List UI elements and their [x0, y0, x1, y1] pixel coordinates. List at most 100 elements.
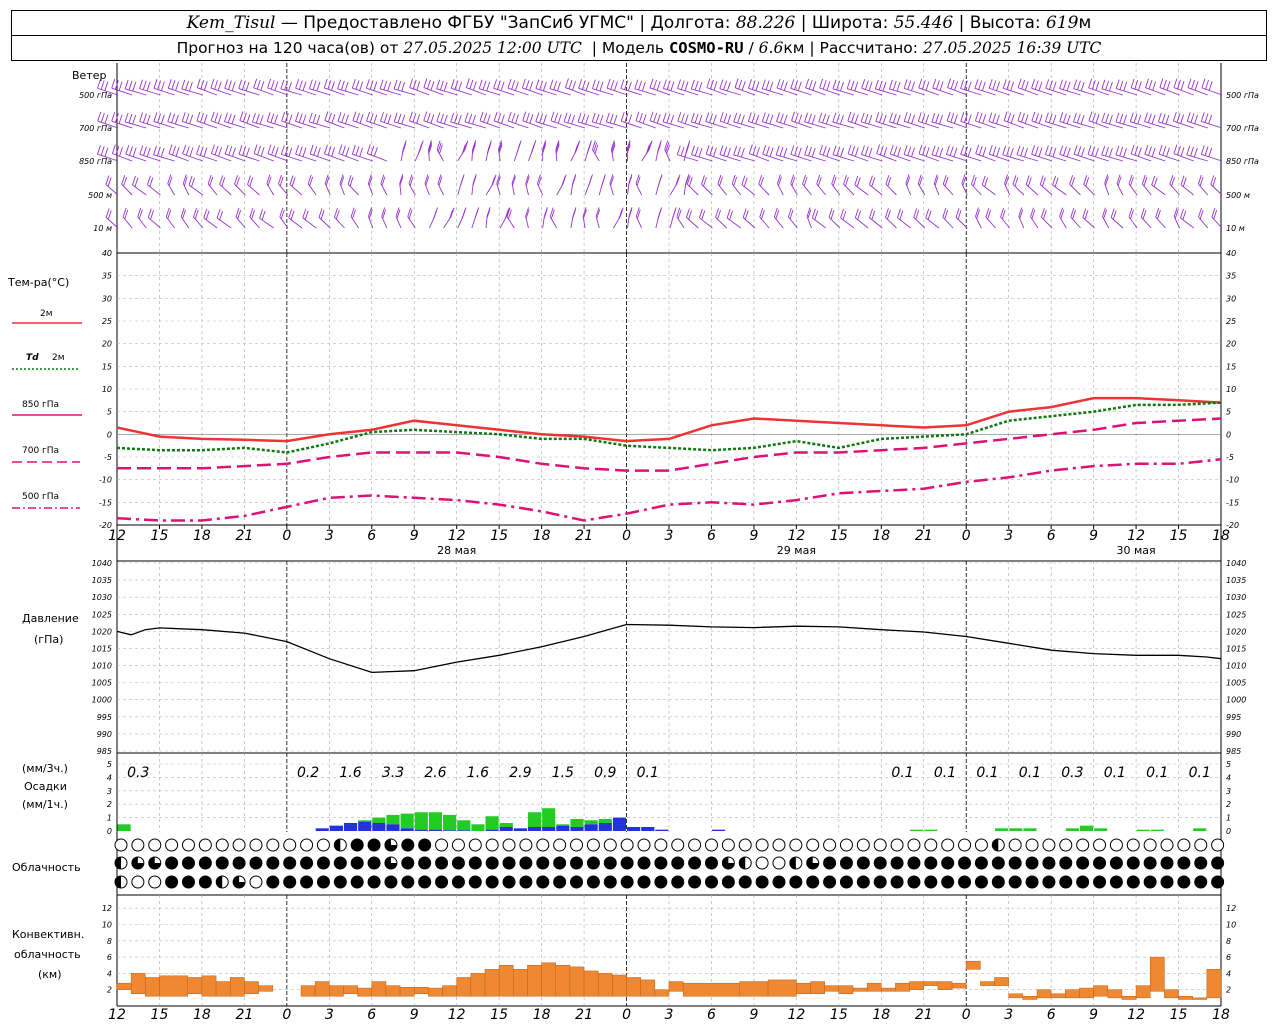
cloud-symbol	[283, 856, 297, 870]
time-tick-label-bottom: 3	[665, 1007, 674, 1023]
wind-barb-feather	[1016, 145, 1021, 155]
cloud-circle	[165, 856, 179, 870]
wind-barb-feather	[337, 79, 341, 89]
cloud-symbol	[823, 838, 837, 852]
wind-barb-feather	[1027, 177, 1032, 187]
cloud-circle	[1109, 838, 1123, 852]
wind-barb-feather	[196, 111, 201, 122]
cloud-three-quarter	[148, 857, 161, 870]
wind-barb-feather	[822, 113, 827, 124]
wind-barb-feather	[664, 140, 669, 150]
cloud-symbol	[924, 875, 938, 889]
wind-barb-feather	[765, 113, 770, 123]
wind-barb-feather	[381, 207, 386, 217]
wind-barb-feather	[280, 209, 285, 219]
wind-barb-feather	[1198, 207, 1202, 218]
wind-barb-feather	[153, 145, 157, 155]
cloud-symbol	[148, 856, 162, 870]
cloud-symbol	[1211, 838, 1225, 852]
wind-barb-staff	[606, 121, 628, 129]
wind-barb-staff	[592, 88, 614, 96]
cloud-symbol	[1177, 838, 1191, 852]
wind-barb-feather	[454, 80, 459, 90]
wind-barb-feather	[465, 78, 470, 88]
wind-barb-feather	[412, 79, 417, 90]
wind-barb-staff	[309, 121, 331, 129]
wind-barb-feather	[1180, 81, 1185, 91]
wind-barb-feather	[128, 80, 133, 91]
wind-barb-feather	[610, 176, 615, 186]
wind-barb-staff	[904, 120, 925, 129]
wind-barb-feather	[676, 207, 681, 217]
wind-barb-feather	[325, 176, 330, 186]
temp-tick-label: 10	[102, 385, 112, 394]
cloud-circle	[519, 875, 533, 889]
wind-barb-feather	[493, 111, 498, 122]
wind-barb-feather	[931, 112, 936, 123]
precip-bar-conv	[542, 808, 556, 827]
wind-barb-staff	[1186, 154, 1208, 162]
cloud-circle	[586, 838, 600, 852]
pressure-tick-label: 1015	[1226, 644, 1246, 653]
wind-barb-feather	[802, 174, 806, 185]
wind-barb-staff	[125, 153, 147, 162]
cloud-circle	[890, 856, 904, 870]
precip-3h-value: 0.1	[637, 765, 659, 781]
wind-barb-feather	[688, 177, 693, 187]
wind-barb-feather	[167, 112, 172, 122]
wind-barb-feather	[918, 78, 923, 89]
wind-barb-feather	[318, 208, 323, 218]
wind-barb-feather	[1063, 113, 1067, 123]
pressure-tick-label: 1030	[92, 593, 112, 602]
wind-barb-staff	[832, 154, 855, 162]
wind-barb-staff	[549, 88, 572, 96]
wind-barb-feather	[1031, 111, 1036, 122]
wind-barb-feather	[595, 80, 600, 90]
conv-cloud-bar	[1121, 995, 1137, 1000]
wind-barb-feather	[425, 176, 430, 186]
wind-barb-feather	[537, 174, 541, 184]
wind-barb-staff	[216, 217, 232, 229]
wind-barb-feather	[472, 142, 476, 152]
cloud-symbol	[165, 838, 179, 852]
wind-barb-feather	[967, 114, 972, 124]
wind-barb-feather	[492, 174, 497, 184]
wind-barb-feather	[1095, 147, 1099, 157]
wind-barb-feather	[1077, 80, 1081, 90]
conv-tick-label: 6	[107, 953, 112, 962]
cloud-circle	[1194, 838, 1208, 852]
wind-barb-feather	[138, 209, 143, 220]
altitude-unit: м	[1078, 13, 1092, 33]
wind-barb-feather	[804, 112, 809, 122]
wind-barb-feather	[1059, 79, 1063, 89]
precip-3h-value: 0.2	[297, 765, 319, 781]
cloud-circle	[603, 856, 617, 870]
wind-barb-staff	[147, 184, 161, 196]
latitude-value: 55.446	[893, 13, 954, 33]
cloud-circle	[789, 875, 803, 889]
cloud-circle	[1042, 856, 1056, 870]
wind-barb-feather	[1141, 174, 1146, 185]
cloud-symbol	[1076, 875, 1090, 889]
precip-tick-label: 4	[107, 773, 112, 782]
cloud-circle	[181, 875, 195, 889]
wind-barb-feather	[266, 174, 271, 184]
wind-barb-feather	[628, 209, 633, 219]
wind-barb-feather	[428, 140, 432, 150]
wind-barb-feather	[854, 114, 859, 124]
precip-tick-label: 1	[107, 814, 112, 823]
wind-barb-feather	[636, 176, 641, 186]
wind-barb-feather	[525, 176, 530, 186]
wind-barb-feather	[231, 81, 236, 91]
cloud-circle	[890, 875, 904, 889]
wind-barb-staff	[840, 217, 855, 229]
wind-barb-feather	[610, 80, 615, 90]
cloud-symbol	[1126, 856, 1140, 870]
cloud-circle	[907, 875, 921, 889]
wind-barb-feather	[486, 209, 491, 219]
wind-barb-feather	[1204, 113, 1209, 123]
wind-barb-feather	[167, 174, 172, 184]
wind-barb-feather	[992, 113, 997, 123]
wind-barb-feather	[1066, 81, 1071, 92]
wind-barb-feather	[1038, 147, 1043, 157]
